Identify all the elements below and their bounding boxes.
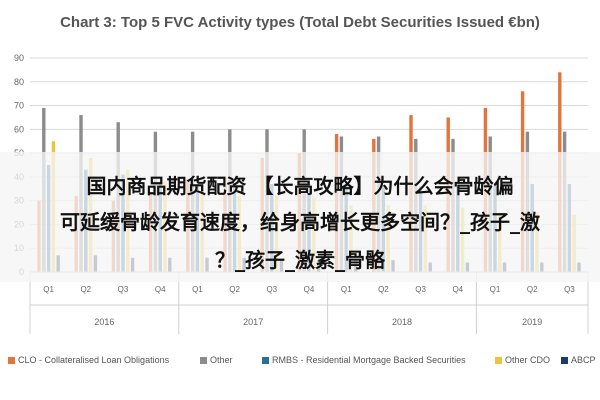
overlay-line-3: ？_孩子_激素_骨骼 — [215, 248, 385, 272]
x-tick-label: Q1 — [43, 285, 54, 294]
x-tick-label: Q1 — [192, 285, 203, 294]
legend-swatch — [200, 356, 207, 364]
legend-label: Other CDO — [505, 355, 551, 365]
x-tick-label: Q3 — [266, 285, 277, 294]
overlay-line-1: 国内商品期货配资 【长高攻略】为什么会骨龄偏 — [86, 174, 514, 198]
x-tick-label: Q1 — [490, 285, 501, 294]
legend-item: CLO - Collateralised Loan Obligations — [8, 355, 169, 365]
legend-item: ABCP — [561, 355, 596, 365]
x-tick-label: Q3 — [118, 285, 129, 294]
legend-swatch — [8, 356, 15, 364]
chart-legend: CLO - Collateralised Loan Obligations Oth… — [8, 355, 600, 371]
legend-label: CLO - Collateralised Loan Obligations — [18, 355, 170, 365]
x-tick-label: Q3 — [564, 285, 575, 294]
legend-swatch — [262, 356, 269, 364]
x-tick-label: Q4 — [155, 285, 166, 294]
legend-label: Other — [210, 355, 233, 365]
x-tick-label: Q2 — [527, 285, 538, 294]
y-tick-label: 80 — [14, 77, 24, 87]
x-tick-label: Q2 — [378, 285, 389, 294]
legend-item: RMBS - Residential Mortgage Backed Secur… — [262, 355, 466, 365]
legend-label: ABCP — [571, 355, 596, 365]
x-tick-label: Q4 — [304, 285, 315, 294]
legend-item: Other CDO — [495, 355, 550, 365]
legend-swatch — [495, 356, 502, 364]
x-tick-label: Q1 — [341, 285, 352, 294]
legend-swatch — [561, 356, 568, 364]
year-label: 2017 — [243, 317, 263, 327]
x-tick-label: Q3 — [415, 285, 426, 294]
legend-label: RMBS - Residential Mortgage Backed Secur… — [272, 355, 466, 365]
y-tick-label: 60 — [14, 124, 24, 134]
year-label: 2016 — [94, 317, 114, 327]
year-label: 2019 — [522, 317, 542, 327]
x-tick-label: Q2 — [229, 285, 240, 294]
overlay-line-2: 可延缓骨龄发育速度，给身高增长更多空间？_孩子_激 — [60, 210, 540, 234]
y-tick-label: 90 — [14, 53, 24, 63]
text-overlay-banner: 国内商品期货配资 【长高攻略】为什么会骨龄偏 可延缓骨龄发育速度，给身高增长更多… — [0, 152, 600, 282]
chart-title: Chart 3: Top 5 FVC Activity types (Total… — [60, 14, 540, 31]
year-label: 2018 — [392, 317, 412, 327]
x-tick-label: Q2 — [80, 285, 91, 294]
x-tick-label: Q4 — [452, 285, 463, 294]
y-tick-label: 70 — [14, 101, 24, 111]
legend-item: Other — [200, 355, 233, 365]
